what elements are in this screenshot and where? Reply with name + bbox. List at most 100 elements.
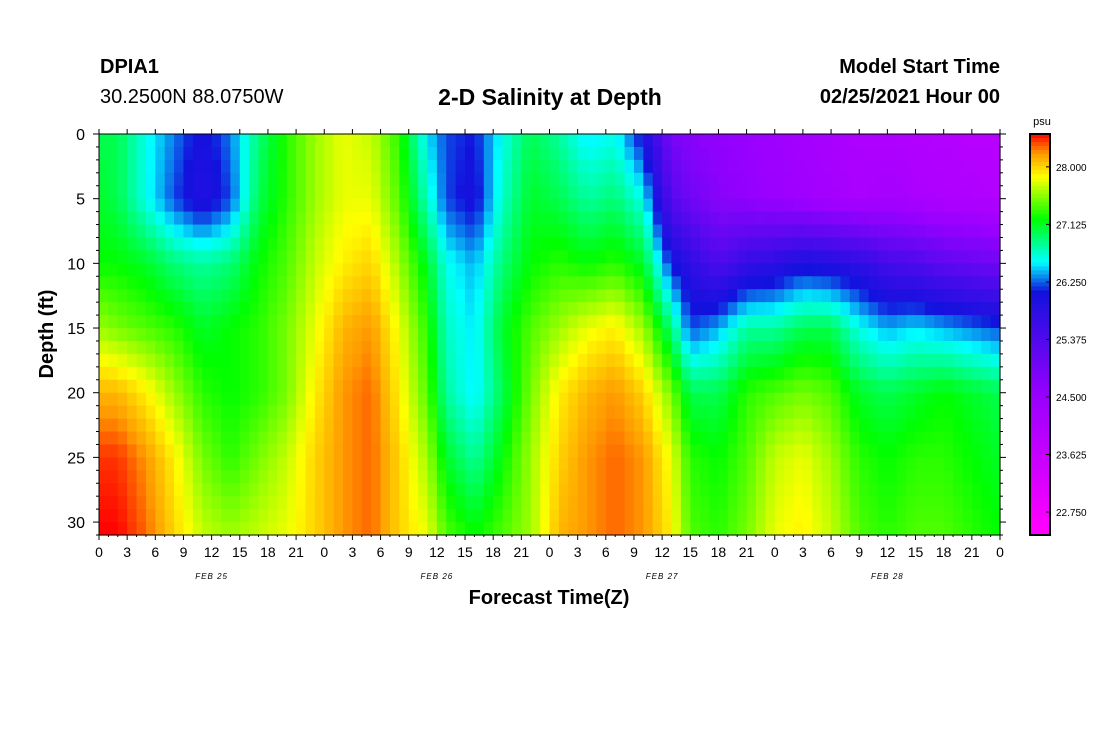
heatmap-cell <box>690 405 701 420</box>
heatmap-cell <box>108 198 119 213</box>
heatmap-cell <box>690 392 701 407</box>
heatmap-cell <box>887 431 898 446</box>
heatmap-cell <box>427 522 438 536</box>
heatmap-cell <box>943 405 954 420</box>
heatmap-cell <box>521 146 532 161</box>
heatmap-cell <box>258 159 269 174</box>
heatmap-cell <box>934 340 945 355</box>
x-tick-label: 6 <box>827 544 835 560</box>
heatmap-cell <box>511 172 522 187</box>
heatmap-cell <box>455 418 466 433</box>
heatmap-cell <box>934 159 945 174</box>
heatmap-cell <box>596 134 607 148</box>
heatmap-cell <box>587 276 598 290</box>
heatmap-cell <box>230 146 241 161</box>
heatmap-cell <box>530 418 541 433</box>
heatmap-cell <box>455 379 466 394</box>
heatmap-cell <box>915 289 926 303</box>
heatmap-cell <box>465 496 476 510</box>
heatmap-cell <box>99 470 109 484</box>
heatmap-cell <box>615 159 626 174</box>
heatmap-cell <box>877 483 888 497</box>
heatmap-cell <box>831 224 842 239</box>
heatmap-cell <box>502 276 513 290</box>
heatmap-cell <box>887 134 898 148</box>
heatmap-cell <box>587 315 598 329</box>
heatmap-cell <box>737 276 748 290</box>
heatmap-cell <box>258 276 269 290</box>
heatmap-cell <box>455 470 466 484</box>
heatmap-cell <box>868 159 879 174</box>
colorbar-swatch <box>1030 282 1050 287</box>
heatmap-cell <box>953 224 964 239</box>
heatmap-cell <box>174 198 185 213</box>
heatmap-cell <box>755 159 766 174</box>
heatmap-cell <box>549 431 560 446</box>
chart-title: 2-D Salinity at Depth <box>438 84 662 110</box>
heatmap-cell <box>221 379 231 394</box>
heatmap-cell <box>333 250 344 264</box>
heatmap-cell <box>943 470 954 484</box>
heatmap-cell <box>709 159 720 174</box>
heatmap-cell <box>155 276 166 290</box>
heatmap-cell <box>211 470 222 484</box>
heatmap-cell <box>155 302 166 316</box>
heatmap-cell <box>671 418 682 433</box>
heatmap-cell <box>192 172 203 187</box>
heatmap-cell <box>765 457 776 471</box>
heatmap-cell <box>643 509 654 523</box>
heatmap-cell <box>296 496 307 510</box>
colorbar-swatch <box>1030 446 1050 452</box>
heatmap-cell <box>971 366 982 381</box>
heatmap-cell <box>371 366 382 381</box>
heatmap-cell <box>155 379 166 394</box>
colorbar-tick-label: 23.625 <box>1056 450 1087 461</box>
heatmap-cell <box>117 470 128 484</box>
heatmap-cell <box>587 444 598 458</box>
heatmap-cell <box>239 418 250 433</box>
heatmap-cell <box>183 340 194 355</box>
heatmap-cell <box>934 470 945 484</box>
heatmap-cell <box>108 315 119 329</box>
heatmap-cell <box>737 431 748 446</box>
colorbar-swatch <box>1030 494 1050 500</box>
heatmap-cell <box>981 198 992 213</box>
heatmap-cell <box>145 457 156 471</box>
heatmap-cell <box>709 483 720 497</box>
heatmap-cell <box>521 405 532 420</box>
colorbar-swatch <box>1030 222 1050 227</box>
heatmap-cell <box>108 418 119 433</box>
heatmap-cell <box>793 340 804 355</box>
heatmap-cell <box>155 328 166 342</box>
heatmap-cell <box>652 276 663 290</box>
heatmap-cell <box>211 263 222 277</box>
heatmap-cell <box>521 185 532 200</box>
heatmap-cell <box>774 315 785 329</box>
heatmap-cell <box>371 134 382 148</box>
heatmap-cell <box>962 211 973 226</box>
heatmap-cell <box>906 315 917 329</box>
heatmap-cell <box>296 198 307 213</box>
heatmap-cell <box>314 483 325 497</box>
heatmap-cell <box>183 146 194 161</box>
heatmap-cell <box>802 146 813 161</box>
heatmap-cell <box>953 237 964 252</box>
heatmap-cell <box>971 496 982 510</box>
heatmap-cell <box>568 159 579 174</box>
heatmap-cell <box>558 211 569 226</box>
heatmap-cell <box>136 146 147 161</box>
heatmap-cell <box>784 172 795 187</box>
heatmap-cell <box>652 146 663 161</box>
heatmap-cell <box>446 353 457 368</box>
heatmap-cell <box>877 185 888 200</box>
heatmap-cell <box>784 198 795 213</box>
heatmap-cell <box>643 328 654 342</box>
heatmap-cell <box>174 172 185 187</box>
heatmap-cell <box>521 159 532 174</box>
heatmap-cell <box>202 211 213 226</box>
heatmap-cell <box>202 340 213 355</box>
heatmap-cell <box>784 496 795 510</box>
heatmap-cell <box>915 146 926 161</box>
heatmap-cell <box>249 457 260 471</box>
heatmap-cell <box>746 198 757 213</box>
